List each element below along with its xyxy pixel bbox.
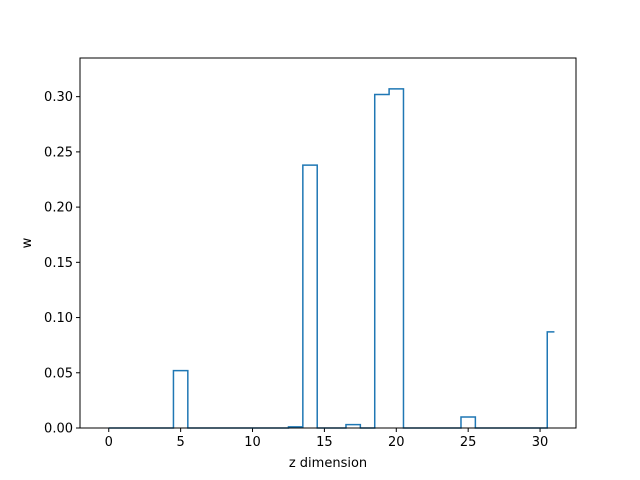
y-tick-label: 0.30 bbox=[44, 90, 73, 105]
y-tick-label: 0.20 bbox=[44, 201, 73, 216]
y-tick-label: 0.00 bbox=[44, 422, 73, 437]
plot-area bbox=[108, 88, 555, 429]
y-tick-label: 0.05 bbox=[44, 366, 73, 381]
x-tick-label: 25 bbox=[460, 435, 477, 450]
y-axis-label: w bbox=[20, 237, 35, 248]
axes-frame bbox=[79, 57, 577, 429]
x-tick-label: 5 bbox=[176, 435, 184, 450]
y-tick-label: 0.10 bbox=[44, 311, 73, 326]
x-tick-label: 20 bbox=[388, 435, 405, 450]
x-ticks: 0 5 10 15 20 25 30 bbox=[105, 428, 549, 450]
x-axis-label: z dimension bbox=[289, 456, 367, 471]
x-tick-label: 30 bbox=[532, 435, 549, 450]
series-step-line bbox=[108, 88, 555, 429]
x-tick-label: 10 bbox=[244, 435, 261, 450]
x-tick-label: 15 bbox=[316, 435, 333, 450]
y-tick-label: 0.15 bbox=[44, 256, 73, 271]
y-tick-label: 0.25 bbox=[44, 145, 73, 160]
y-ticks: 0.00 0.05 0.10 0.15 0.20 0.25 0.30 bbox=[44, 90, 80, 437]
x-tick-label: 0 bbox=[105, 435, 113, 450]
